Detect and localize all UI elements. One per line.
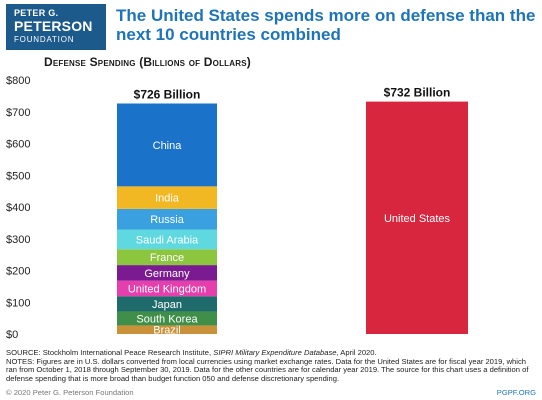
notes-text: NOTES: Figures are in U.S. dollars conve… <box>6 356 529 383</box>
footer: © 2020 Peter G. Peterson Foundation PGPF… <box>6 388 536 397</box>
source-suffix: , April 2020. <box>336 348 377 357</box>
bar-segment-russia <box>117 208 217 230</box>
y-tick-label: $200 <box>6 266 30 278</box>
bar-total-label: $726 Billion <box>134 87 201 101</box>
copyright-text: © 2020 Peter G. Peterson Foundation <box>6 388 134 397</box>
bar-segment-germany <box>117 265 217 281</box>
logo-line-3: FOUNDATION <box>14 35 75 44</box>
y-tick-label: $800 <box>6 75 30 87</box>
segment-label: United Kingdom <box>128 283 206 295</box>
logo-line-2: PETERSON <box>14 18 93 34</box>
bar-segment-south-korea <box>117 311 217 326</box>
logo-line-1: PETER G. <box>14 8 59 18</box>
segment-label: Saudi Arabia <box>136 234 199 246</box>
chart-headline: The United States spends more on defense… <box>116 6 536 44</box>
y-axis: $0 $100 $200 $300 $400 $500 $600 $700 $800 <box>6 75 30 341</box>
segment-label: France <box>150 252 184 264</box>
bar-segment-saudi-arabia <box>117 229 217 250</box>
segment-label: Germany <box>144 268 190 280</box>
chart-subtitle: Defense Spending (Billions of Dollars) <box>44 55 251 69</box>
segment-label: Russia <box>150 214 185 226</box>
bar-total-label: $732 Billion <box>384 86 451 100</box>
bar-segment-united-states <box>366 101 468 334</box>
source-prefix: SOURCE: Stockholm International Peace Re… <box>6 348 214 357</box>
bar-segment-china <box>117 103 217 187</box>
segment-label: Brazil <box>153 325 181 337</box>
segment-label: South Korea <box>136 313 198 325</box>
y-tick-label: $600 <box>6 139 30 151</box>
y-tick-label: $400 <box>6 202 30 214</box>
bar-segment-brazil <box>117 325 217 334</box>
y-tick-label: $700 <box>6 107 30 119</box>
segment-label: India <box>155 193 180 205</box>
segment-label: China <box>153 140 183 152</box>
bar-segment-japan <box>117 296 217 312</box>
source-title: SIPRI Military Expenditure Database <box>213 348 337 357</box>
y-tick-label: $0 <box>6 329 18 341</box>
website-link[interactable]: PGPF.ORG <box>496 388 536 397</box>
bar-segment-india <box>117 186 217 209</box>
chart-notes: SOURCE: Stockholm International Peace Re… <box>6 348 536 383</box>
peterson-foundation-logo: PETER G. PETERSON FOUNDATION <box>6 4 106 50</box>
y-tick-label: $100 <box>6 297 30 309</box>
bar-segment-france <box>117 249 217 266</box>
bar-segment-united-kingdom <box>117 280 217 297</box>
defense-spending-chart: $0 $100 $200 $300 $400 $500 $600 $700 $800 Brazi… <box>6 75 468 341</box>
segment-label: Japan <box>152 299 182 311</box>
source-line: SOURCE: Stockholm International Peace Re… <box>6 348 536 358</box>
y-tick-label: $500 <box>6 170 30 182</box>
y-tick-label: $300 <box>6 234 30 246</box>
segment-label: United States <box>384 213 451 225</box>
